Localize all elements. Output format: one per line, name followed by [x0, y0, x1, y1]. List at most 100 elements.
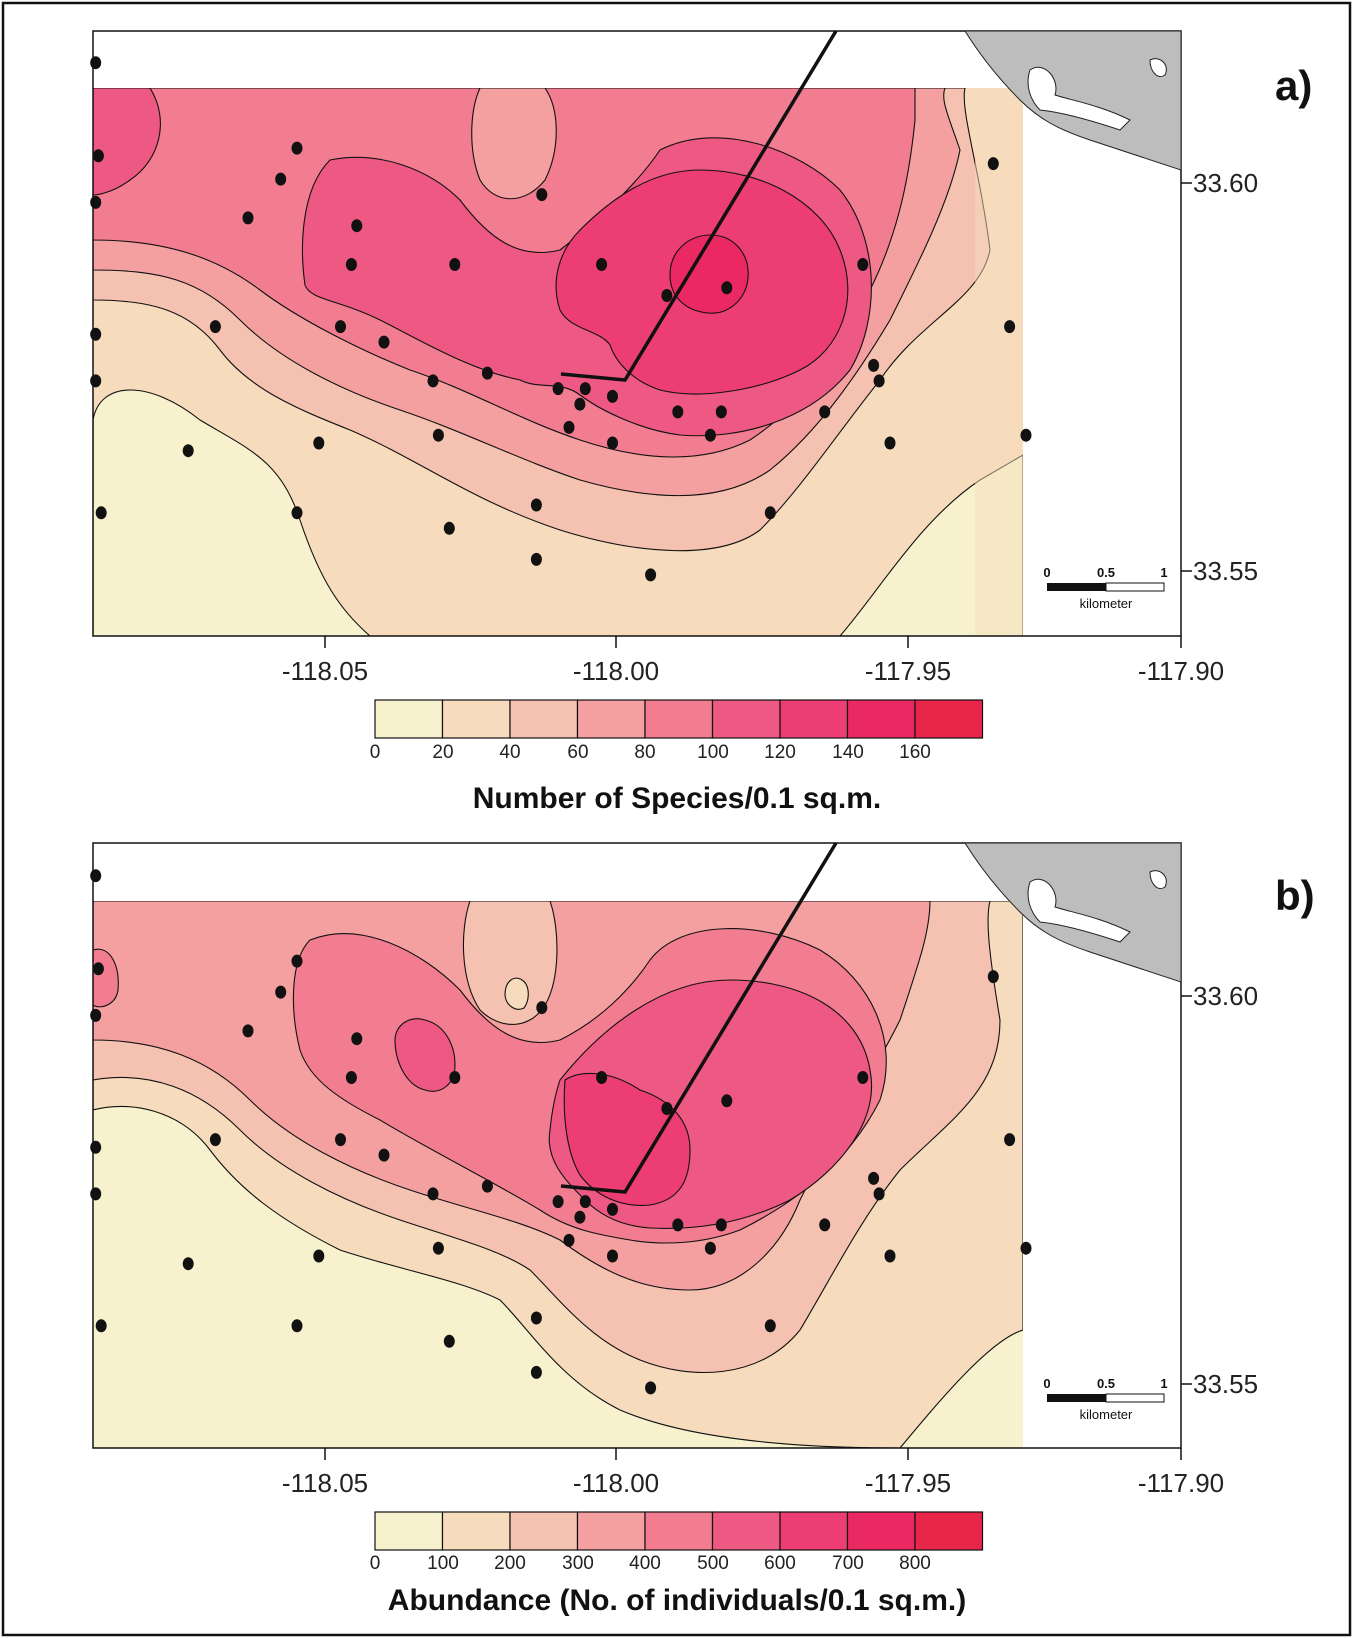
station-dot [819, 405, 831, 419]
legend-tick-label: 80 [634, 742, 655, 763]
station-dot [335, 1133, 346, 1147]
station-dot [596, 258, 608, 271]
station-dot [987, 157, 999, 171]
scale-label: 1 [1160, 1376, 1167, 1391]
x-tick-label: -118.05 [282, 656, 368, 686]
station-dot [481, 366, 493, 380]
legend-swatch [914, 1511, 984, 1551]
station-dot [90, 195, 102, 209]
legend-b [374, 1511, 984, 1551]
station-dot [92, 149, 104, 163]
station-dot [530, 552, 542, 566]
x-axis-b: -118.05 -118.00 -117.95 -117.90 [282, 1448, 1224, 1498]
legend-tick-label: 100 [427, 1553, 459, 1574]
station-dot [579, 1195, 591, 1209]
harbor-water [1027, 879, 1131, 943]
x-tick-label: -117.95 [865, 656, 951, 686]
station-dot [90, 56, 102, 70]
legend-tick-label: 200 [494, 1553, 526, 1574]
contour-band-north-dip [462, 901, 558, 1025]
station-dot [607, 1249, 618, 1263]
contour-band-100-120-west [93, 88, 161, 196]
x-tick-label: -118.00 [573, 1468, 659, 1498]
y-tick-label: 33.60 [1193, 981, 1258, 1011]
outfall-pipe [560, 30, 838, 382]
station-dot [291, 1319, 303, 1333]
legend-swatch [441, 699, 511, 739]
station-dot [351, 1032, 363, 1046]
station-dot [764, 506, 776, 520]
legend-swatch [644, 1511, 714, 1551]
station-dot [291, 141, 303, 155]
station-dot [536, 1001, 548, 1015]
legend-swatch [576, 1511, 646, 1551]
x-tick-label: -117.95 [865, 1468, 951, 1498]
species-contour-map [93, 88, 1023, 636]
station-dot [857, 1071, 869, 1084]
station-dot [90, 1140, 102, 1154]
station-dot [530, 498, 542, 512]
scale-label: 0.5 [1097, 565, 1115, 580]
scale-label: 0 [1043, 1376, 1050, 1391]
legend-tick-label: 0 [370, 742, 381, 763]
station-dot [530, 1365, 542, 1379]
station-dot [552, 1195, 564, 1209]
stations-b [90, 869, 1032, 1395]
station-dot [242, 1024, 254, 1038]
panel-label-b: b) [1275, 872, 1315, 919]
x-tick-label: -117.90 [1138, 1468, 1224, 1498]
land-b [964, 843, 1181, 983]
station-dot [987, 970, 999, 984]
legend-tick-label: 700 [832, 1553, 864, 1574]
harbor-water-2 [1149, 870, 1167, 889]
station-dot [873, 374, 885, 388]
station-dot [449, 1071, 461, 1084]
scale-bar-black [1047, 1394, 1106, 1402]
panel-b: -118.05 -118.00 -117.95 -117.90 33.60 33… [90, 842, 1315, 1617]
y-axis-b: 33.60 33.55 [1181, 981, 1258, 1399]
station-dot [351, 219, 363, 233]
legend-tick-label: 140 [832, 742, 864, 763]
station-dot [873, 1187, 885, 1201]
station-dot [90, 1187, 102, 1201]
station-dot [1004, 1133, 1016, 1147]
legend-swatch [509, 699, 579, 739]
panel-a: -118.05 -118.00 -117.95 -117.90 33.60 33… [90, 30, 1312, 815]
legend-tick-label: 120 [764, 742, 796, 763]
y-tick-label: 33.60 [1193, 168, 1258, 198]
station-dot [427, 1187, 439, 1201]
contour-band-500-600-island [394, 1018, 456, 1092]
station-dot [242, 211, 254, 225]
station-dot [90, 869, 102, 883]
scale-label: 1 [1160, 565, 1167, 580]
legend-tick-label: 800 [899, 1553, 931, 1574]
station-dot [427, 374, 439, 388]
station-dot [721, 1094, 733, 1108]
station-dot [857, 258, 869, 271]
station-dot [596, 1071, 608, 1084]
station-dot [92, 962, 104, 976]
legend-swatch [441, 1511, 511, 1551]
y-tick-label: 33.55 [1193, 1369, 1258, 1399]
station-dot [1020, 1241, 1032, 1255]
station-dot [704, 1241, 716, 1255]
legend-tick-label: 160 [899, 742, 931, 763]
station-dot [819, 1218, 831, 1232]
panel-label-a: a) [1275, 62, 1312, 109]
contour-band-600-700 [563, 1072, 691, 1206]
station-dot [868, 358, 880, 372]
station-dot [95, 1319, 107, 1333]
legend-tick-label: 0 [370, 1553, 381, 1574]
station-dot [704, 428, 716, 442]
legend-a [374, 699, 984, 739]
station-dot [481, 1179, 493, 1193]
station-dot [672, 405, 684, 419]
station-dot [443, 1334, 455, 1348]
scale-bar-black [1047, 583, 1106, 591]
harbor-water [1027, 67, 1131, 131]
legend-tick-label: 40 [499, 742, 520, 763]
contour-band-north-dip [471, 88, 557, 200]
legend-tick-label: 60 [567, 742, 588, 763]
legend-tick-label: 300 [562, 1553, 594, 1574]
scale-bar-white [1105, 582, 1165, 592]
